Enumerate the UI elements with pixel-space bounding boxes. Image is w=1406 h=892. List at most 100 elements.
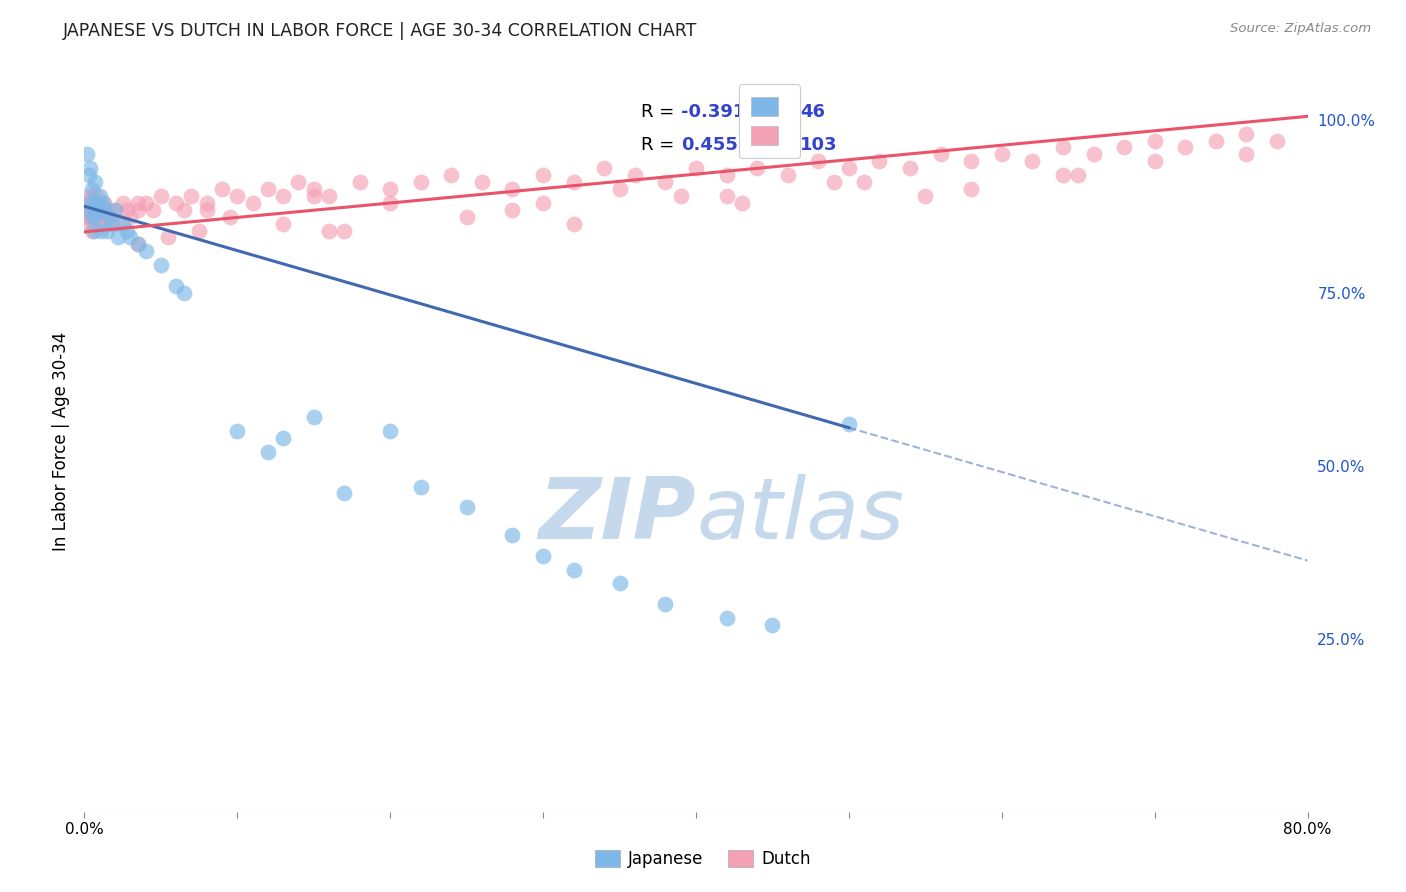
Point	[97, 202, 120, 217]
Text: 46: 46	[800, 103, 825, 121]
Point	[1021, 154, 1043, 169]
Point	[380, 424, 402, 438]
Point	[94, 210, 117, 224]
Point	[409, 175, 432, 189]
Point	[716, 611, 738, 625]
Point	[869, 154, 891, 169]
Point	[1236, 127, 1258, 141]
Point	[624, 168, 647, 182]
Point	[79, 210, 101, 224]
Point	[1083, 147, 1105, 161]
Point	[716, 189, 738, 203]
Point	[107, 217, 129, 231]
Point	[823, 175, 845, 189]
Point	[1052, 168, 1074, 182]
Point	[96, 217, 118, 231]
Text: JAPANESE VS DUTCH IN LABOR FORCE | AGE 30-34 CORRELATION CHART: JAPANESE VS DUTCH IN LABOR FORCE | AGE 3…	[63, 22, 697, 40]
Point	[287, 175, 309, 189]
Point	[127, 195, 149, 210]
Point	[173, 285, 195, 300]
Point	[111, 217, 134, 231]
Point	[838, 161, 860, 176]
Point	[609, 182, 631, 196]
Point	[80, 223, 103, 237]
Point	[409, 479, 432, 493]
Legend: Japanese, Dutch: Japanese, Dutch	[588, 843, 818, 875]
Point	[211, 182, 233, 196]
Point	[107, 230, 129, 244]
Point	[87, 202, 110, 217]
Point	[502, 528, 524, 542]
Point	[562, 217, 585, 231]
Legend: , : ,	[738, 84, 800, 158]
Text: N =: N =	[766, 136, 807, 154]
Point	[83, 223, 105, 237]
Point	[531, 168, 554, 182]
Point	[1114, 140, 1136, 154]
Point	[380, 182, 402, 196]
Point	[440, 168, 463, 182]
Point	[531, 195, 554, 210]
Point	[93, 195, 115, 210]
Point	[86, 202, 108, 217]
Point	[593, 161, 616, 176]
Point	[562, 563, 585, 577]
Point	[91, 195, 114, 210]
Point	[90, 223, 112, 237]
Text: 103: 103	[800, 136, 838, 154]
Text: Source: ZipAtlas.com: Source: ZipAtlas.com	[1230, 22, 1371, 36]
Point	[456, 500, 478, 515]
Point	[333, 223, 356, 237]
Point	[80, 210, 103, 224]
Point	[1143, 134, 1166, 148]
Text: R =: R =	[641, 103, 681, 121]
Point	[76, 195, 98, 210]
Point	[80, 182, 103, 196]
Point	[157, 230, 180, 244]
Point	[77, 195, 100, 210]
Point	[86, 189, 108, 203]
Point	[120, 210, 142, 224]
Point	[914, 189, 936, 203]
Point	[226, 424, 249, 438]
Point	[165, 278, 187, 293]
Point	[333, 486, 356, 500]
Point	[271, 189, 294, 203]
Point	[960, 182, 983, 196]
Point	[731, 195, 754, 210]
Point	[502, 182, 524, 196]
Point	[149, 258, 172, 272]
Point	[898, 161, 921, 176]
Point	[77, 217, 100, 231]
Point	[302, 182, 325, 196]
Point	[84, 175, 107, 189]
Point	[562, 175, 585, 189]
Point	[84, 210, 107, 224]
Point	[83, 195, 105, 210]
Point	[685, 161, 707, 176]
Point	[79, 195, 101, 210]
Point	[218, 210, 240, 224]
Point	[747, 161, 769, 176]
Point	[104, 202, 127, 217]
Point	[165, 195, 187, 210]
Point	[111, 195, 134, 210]
Point	[302, 410, 325, 425]
Point	[271, 431, 294, 445]
Point	[84, 195, 107, 210]
Point	[471, 175, 494, 189]
Point	[1174, 140, 1197, 154]
Point	[80, 189, 103, 203]
Point	[76, 147, 98, 161]
Point	[761, 618, 783, 632]
Point	[173, 202, 195, 217]
Point	[127, 237, 149, 252]
Point	[89, 195, 111, 210]
Point	[120, 230, 142, 244]
Y-axis label: In Labor Force | Age 30-34: In Labor Force | Age 30-34	[52, 332, 70, 551]
Point	[101, 210, 124, 224]
Point	[115, 202, 138, 217]
Point	[86, 195, 108, 210]
Point	[127, 202, 149, 217]
Point	[115, 223, 138, 237]
